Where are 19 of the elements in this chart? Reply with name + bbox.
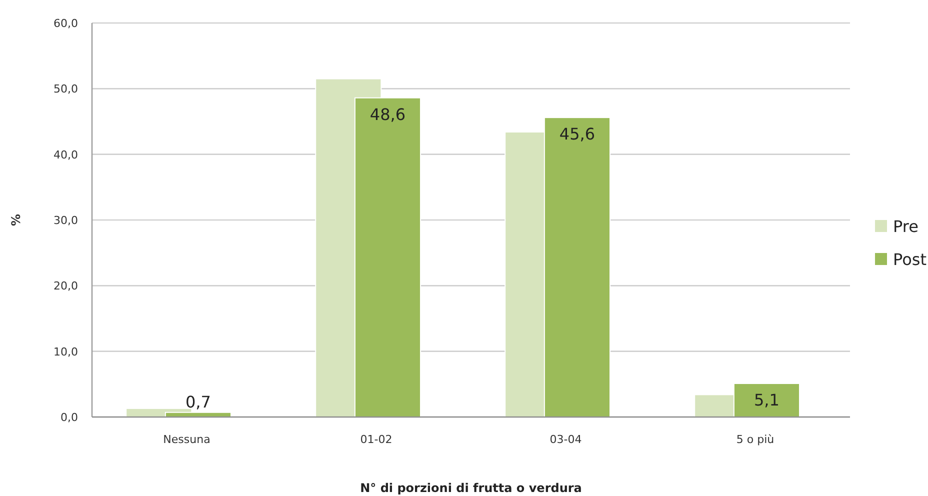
y-tick-label: 60,0 — [54, 17, 78, 30]
y-tick-label: 30,0 — [54, 214, 78, 227]
y-tick-label: 10,0 — [54, 345, 78, 358]
y-tick-label: 50,0 — [54, 82, 78, 96]
data-label: 5,1 — [754, 390, 780, 410]
legend-label: Post — [893, 250, 926, 269]
x-tick-label: 03-04 — [550, 433, 582, 446]
data-label: 0,7 — [185, 392, 211, 412]
x-tick-label: 5 o più — [736, 433, 774, 446]
legend-label: Pre — [893, 217, 918, 236]
y-tick-label: 40,0 — [54, 148, 78, 162]
x-tick-label: 01-02 — [360, 433, 392, 446]
data-label: 48,6 — [370, 104, 406, 124]
y-axis-title: % — [9, 214, 23, 226]
y-tick-label: 20,0 — [54, 280, 78, 293]
y-tick-label: 0,0 — [60, 411, 78, 424]
x-axis-title: N° di porzioni di frutta o verdura — [360, 481, 582, 495]
data-label: 45,6 — [559, 124, 596, 144]
x-tick-label: Nessuna — [163, 433, 210, 446]
